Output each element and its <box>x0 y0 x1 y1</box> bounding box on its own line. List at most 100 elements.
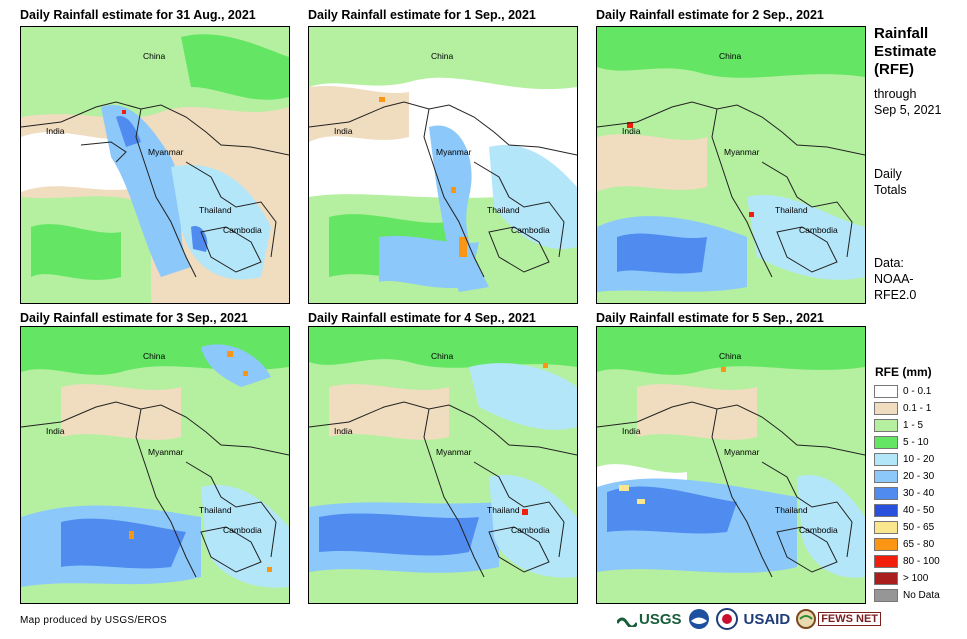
legend-label: 10 - 20 <box>903 454 935 465</box>
data-label: Data: <box>874 256 904 270</box>
legend-label: 1 - 5 <box>903 420 924 431</box>
legend-label: > 100 <box>903 573 929 584</box>
label-india: India <box>334 426 353 436</box>
legend-item: 0.1 - 1 <box>874 400 940 417</box>
usaid-logo-text: USAID <box>743 610 791 628</box>
legend-label: 50 - 65 <box>903 522 935 533</box>
legend-item: 5 - 10 <box>874 434 940 451</box>
panel-title-2: Daily Rainfall estimate for 1 Sep., 2021 <box>308 8 536 22</box>
logo-bar: USGS USAID FEWS NET <box>617 606 882 632</box>
map-panel-5: China India Myanmar Thailand Cambodia <box>308 326 578 604</box>
legend-item: No Data <box>874 587 940 604</box>
label-india: India <box>622 426 641 436</box>
label-india: India <box>334 126 353 136</box>
label-india: India <box>622 126 641 136</box>
legend-label: No Data <box>903 590 940 601</box>
legend-item: 80 - 100 <box>874 553 940 570</box>
legend-label: 40 - 50 <box>903 505 935 516</box>
legend-swatch <box>874 470 898 483</box>
usgs-logo: USGS <box>617 611 682 628</box>
map-panel-2: China India Myanmar Thailand Cambodia <box>308 26 578 304</box>
legend-label: 0.1 - 1 <box>903 403 932 414</box>
label-thailand: Thailand <box>775 205 808 215</box>
legend-swatch <box>874 555 898 568</box>
label-china: China <box>143 51 165 61</box>
label-myanmar: Myanmar <box>148 147 184 157</box>
label-cambodia: Cambodia <box>799 525 838 535</box>
footer-credit: Map produced by USGS/EROS <box>20 615 168 626</box>
legend-swatch <box>874 487 898 500</box>
label-cambodia: Cambodia <box>511 225 550 235</box>
panel-title-6: Daily Rainfall estimate for 5 Sep., 2021 <box>596 311 824 325</box>
daily-label: Daily <box>874 167 902 181</box>
fewsnet-globe-icon <box>796 609 817 629</box>
label-cambodia: Cambodia <box>223 225 262 235</box>
label-myanmar: Myanmar <box>724 147 760 157</box>
source-line2: RFE2.0 <box>874 288 917 302</box>
side-through: through Sep 5, 2021 <box>874 86 941 118</box>
label-thailand: Thailand <box>487 505 520 515</box>
label-cambodia: Cambodia <box>511 525 550 535</box>
legend-label: 0 - 0.1 <box>903 386 932 397</box>
legend-swatch <box>874 538 898 551</box>
source-line1: NOAA- <box>874 272 914 286</box>
legend-swatch <box>874 385 898 398</box>
label-myanmar: Myanmar <box>724 447 760 457</box>
legend-item: 50 - 65 <box>874 519 940 536</box>
map-panel-1: China India Myanmar Thailand Cambodia <box>20 26 290 304</box>
label-cambodia: Cambodia <box>799 225 838 235</box>
label-thailand: Thailand <box>199 505 232 515</box>
label-china: China <box>719 351 741 361</box>
fewsnet-logo-text: FEWS NET <box>818 612 882 626</box>
legend-item: 30 - 40 <box>874 485 940 502</box>
label-china: China <box>719 51 741 61</box>
noaa-logo-icon <box>688 609 709 629</box>
side-daily: Daily Totals <box>874 166 907 198</box>
label-china: China <box>431 351 453 361</box>
panel-title-5: Daily Rainfall estimate for 4 Sep., 2021 <box>308 311 536 325</box>
label-myanmar: Myanmar <box>436 447 472 457</box>
map-panel-6: China India Myanmar Thailand Cambodia <box>596 326 866 604</box>
map-panel-4: China India Myanmar Thailand Cambodia <box>20 326 290 604</box>
through-label: through <box>874 87 917 101</box>
through-date: Sep 5, 2021 <box>874 103 942 117</box>
legend-swatch <box>874 572 898 585</box>
usgs-wave-icon <box>617 617 637 627</box>
panel-title-4: Daily Rainfall estimate for 3 Sep., 2021 <box>20 311 248 325</box>
legend-label: 80 - 100 <box>903 556 940 567</box>
label-india: India <box>46 126 65 136</box>
panel-title-1: Daily Rainfall estimate for 31 Aug., 202… <box>20 8 256 22</box>
legend-swatch <box>874 504 898 517</box>
side-data-source: Data: NOAA- RFE2.0 <box>874 255 916 303</box>
legend-swatch <box>874 521 898 534</box>
label-china: China <box>431 51 453 61</box>
panel-title-3: Daily Rainfall estimate for 2 Sep., 2021 <box>596 8 824 22</box>
legend-label: 65 - 80 <box>903 539 935 550</box>
legend-swatch <box>874 589 898 602</box>
side-title-line2: Estimate <box>874 43 937 60</box>
legend-title: RFE (mm) <box>875 365 932 379</box>
legend: 0 - 0.1 0.1 - 1 1 - 5 5 - 10 10 - 20 20 - 30 3… <box>874 383 940 604</box>
label-china: China <box>143 351 165 361</box>
legend-item: 20 - 30 <box>874 468 940 485</box>
legend-item: 0 - 0.1 <box>874 383 940 400</box>
label-thailand: Thailand <box>775 505 808 515</box>
legend-item: 40 - 50 <box>874 502 940 519</box>
usaid-seal-icon <box>715 608 738 630</box>
legend-label: 20 - 30 <box>903 471 935 482</box>
side-title: Rainfall Estimate (RFE) <box>874 25 937 79</box>
legend-label: 5 - 10 <box>903 437 929 448</box>
legend-label: 30 - 40 <box>903 488 935 499</box>
side-title-line3: (RFE) <box>874 61 914 78</box>
side-title-line1: Rainfall <box>874 25 929 42</box>
legend-item: 10 - 20 <box>874 451 940 468</box>
legend-swatch <box>874 453 898 466</box>
label-india: India <box>46 426 65 436</box>
label-myanmar: Myanmar <box>436 147 472 157</box>
legend-swatch <box>874 419 898 432</box>
legend-item: > 100 <box>874 570 940 587</box>
legend-item: 1 - 5 <box>874 417 940 434</box>
map-panel-3: China India Myanmar Thailand Cambodia <box>596 26 866 304</box>
usgs-logo-text: USGS <box>639 610 682 628</box>
totals-label: Totals <box>874 183 907 197</box>
